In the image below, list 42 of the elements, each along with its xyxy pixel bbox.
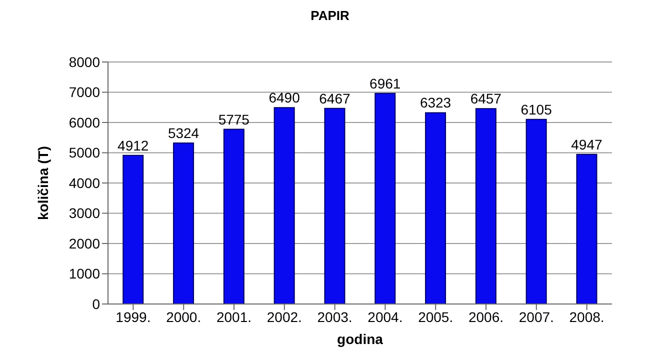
x-tick-label: 2004. bbox=[368, 308, 403, 325]
data-label: 6323 bbox=[420, 94, 452, 111]
bar bbox=[122, 154, 144, 304]
x-tick-label: 2001. bbox=[216, 308, 252, 325]
y-tick-label: 1000 bbox=[68, 266, 100, 282]
data-label: 5324 bbox=[168, 124, 200, 141]
y-tick-label: 2000 bbox=[68, 235, 100, 252]
y-tick-label: 8000 bbox=[68, 54, 100, 70]
bar bbox=[576, 154, 598, 304]
bar bbox=[374, 92, 396, 304]
y-tick-label: 6000 bbox=[68, 114, 100, 130]
x-tick-label: 2006. bbox=[468, 308, 504, 325]
bar bbox=[274, 107, 295, 304]
bar bbox=[475, 108, 496, 304]
x-tick-label: 2005. bbox=[418, 308, 454, 325]
x-tick-label: 2000. bbox=[166, 308, 202, 325]
y-tick-label: 4000 bbox=[68, 174, 100, 191]
data-label: 4912 bbox=[118, 137, 149, 154]
y-axis-title: količina (T) bbox=[34, 146, 51, 220]
y-tick-label: 5000 bbox=[68, 144, 100, 161]
x-tick-label: 2008. bbox=[569, 308, 604, 325]
bar bbox=[223, 128, 244, 304]
x-tick-label: 2002. bbox=[266, 308, 302, 325]
y-tick-label: 3000 bbox=[68, 205, 100, 222]
data-label: 6961 bbox=[370, 75, 401, 92]
data-label: 6467 bbox=[319, 90, 350, 106]
bar bbox=[425, 112, 446, 304]
chart-title: PAPIR bbox=[310, 8, 350, 23]
data-label: 6490 bbox=[268, 90, 300, 106]
data-label: 5775 bbox=[218, 111, 250, 128]
y-tick-label: 0 bbox=[92, 296, 100, 312]
x-tick-label: 2003. bbox=[317, 308, 352, 325]
bar bbox=[173, 142, 194, 304]
y-tick-label: 7000 bbox=[68, 84, 100, 100]
x-tick-label: 2007. bbox=[518, 308, 554, 325]
data-label: 4947 bbox=[571, 136, 602, 152]
bar bbox=[324, 108, 346, 304]
bar bbox=[526, 118, 547, 304]
data-label: 6457 bbox=[470, 90, 502, 107]
x-tick-label: 1999. bbox=[116, 308, 151, 325]
x-axis-title: godina bbox=[337, 331, 384, 347]
data-label: 6105 bbox=[520, 101, 552, 118]
